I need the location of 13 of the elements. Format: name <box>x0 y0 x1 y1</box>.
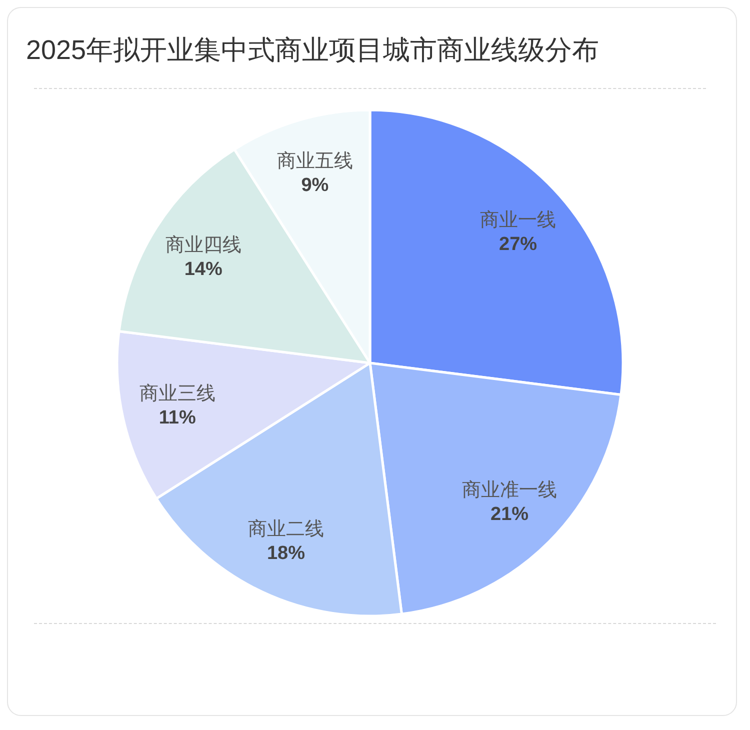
slice-label: 商业三线 <box>139 382 216 405</box>
data-label: 27% <box>499 234 538 255</box>
data-label: 18% <box>266 543 306 564</box>
data-label: 11% <box>158 408 196 429</box>
slice-label: 商业一线 <box>480 208 556 231</box>
data-label: 14% <box>184 258 222 280</box>
data-label: 9% <box>301 174 329 196</box>
chart-title: 2025年拟开业集中式商业项目城市商业线级分布 <box>26 34 600 67</box>
slice-label: 商业二线 <box>248 518 324 540</box>
data-label: 21% <box>490 504 529 526</box>
slice-label: 商业准一线 <box>462 479 558 502</box>
slice-label: 商业四线 <box>165 234 242 256</box>
slice-label: 商业五线 <box>276 150 353 172</box>
